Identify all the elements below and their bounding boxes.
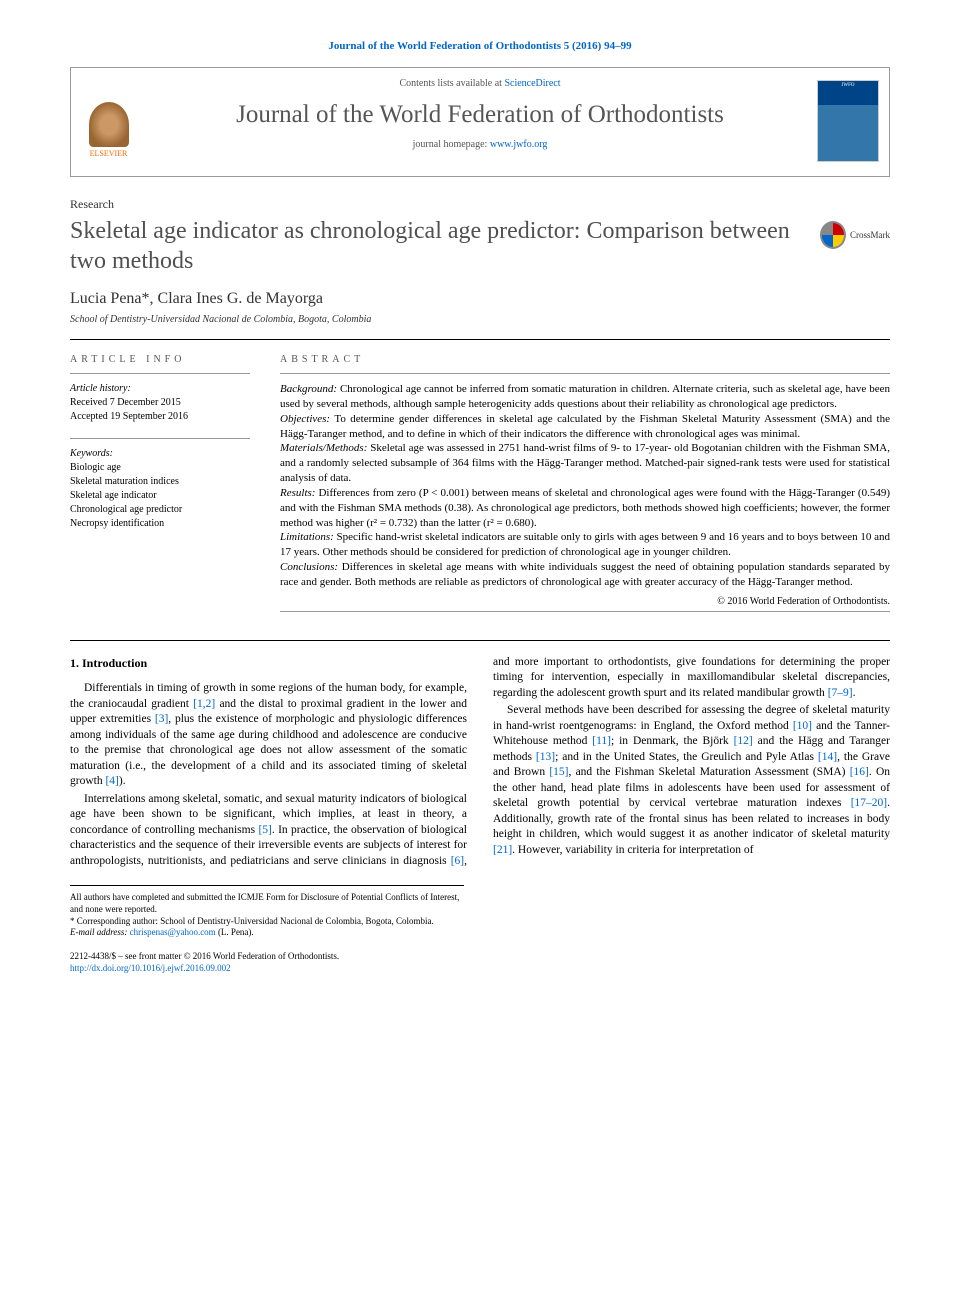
limitations-text: Specific hand-wrist skeletal indicators … (280, 531, 890, 558)
abstract-heading: ABSTRACT (280, 354, 890, 365)
journal-homepage-line: journal homepage: www.jwfo.org (86, 139, 874, 150)
corresponding-author-note: * Corresponding author: School of Dentis… (70, 916, 464, 928)
email-suffix: (L. Pena). (216, 927, 254, 937)
body-text-span: , and the Fishman Skeletal Maturation As… (569, 766, 850, 778)
body-paragraph: Several methods have been described for … (493, 703, 890, 858)
homepage-prefix: journal homepage: (413, 139, 490, 150)
ref-link[interactable]: [14] (818, 751, 837, 763)
ref-link[interactable]: [15] (549, 766, 568, 778)
ref-link[interactable]: [17–20] (851, 797, 887, 809)
copyright: © 2016 World Federation of Orthodontists… (280, 596, 890, 607)
publisher-name: ELSEVIER (90, 149, 128, 158)
ref-link[interactable]: [7–9] (828, 687, 853, 699)
divider (70, 640, 890, 641)
article-info-column: ARTICLE INFO Article history: Received 7… (70, 354, 250, 620)
keyword: Necropsy identification (70, 517, 250, 531)
body-text-span: ). (119, 775, 126, 787)
email-link[interactable]: chrispenas@yahoo.com (130, 927, 216, 937)
journal-header: ELSEVIER JWFO Contents lists available a… (70, 67, 890, 177)
keywords-block: Keywords: Biologic age Skeletal maturati… (70, 447, 250, 531)
cover-label: JWFO (841, 83, 854, 88)
introduction-heading: 1. Introduction (70, 655, 467, 671)
journal-reference: Journal of the World Federation of Ortho… (70, 40, 890, 52)
background-text: Chronological age cannot be inferred fro… (280, 383, 890, 410)
ref-link[interactable]: [16] (850, 766, 869, 778)
contents-lists-line: Contents lists available at ScienceDirec… (86, 78, 874, 89)
history-title: Article history: (70, 382, 250, 396)
authors: Lucia Pena*, Clara Ines G. de Mayorga (70, 290, 890, 308)
section-label: Research (70, 197, 890, 212)
ref-link[interactable]: [6] (451, 855, 464, 867)
body-text-span: . (853, 687, 856, 699)
body-text-span: ; in Denmark, the Björk (611, 735, 734, 747)
issn-line: 2212-4438/$ – see front matter © 2016 Wo… (70, 951, 890, 963)
crossmark-badge[interactable]: CrossMark (820, 221, 890, 249)
thin-divider (280, 373, 890, 374)
keywords-title: Keywords: (70, 447, 250, 461)
results-label: Results: (280, 487, 315, 499)
objectives-label: Objectives: (280, 413, 330, 425)
article-title: Skeletal age indicator as chronological … (70, 216, 800, 276)
accepted-date: Accepted 19 September 2016 (70, 410, 250, 424)
keyword: Chronological age predictor (70, 503, 250, 517)
conclusions-text: Differences in skeletal age means with w… (280, 561, 890, 588)
methods-text: Skeletal age was assessed in 2751 hand-w… (280, 442, 890, 484)
objectives-text: To determine gender differences in skele… (280, 413, 890, 440)
results-text: Differences from zero (P < 0.001) betwee… (280, 487, 890, 529)
homepage-link[interactable]: www.jwfo.org (490, 139, 548, 150)
abstract-column: ABSTRACT Background: Chronological age c… (280, 354, 890, 620)
crossmark-text: CrossMark (850, 230, 890, 240)
article-history: Article history: Received 7 December 201… (70, 382, 250, 424)
affiliation: School of Dentistry-Universidad Nacional… (70, 314, 890, 325)
thin-divider (70, 438, 250, 439)
page-footer: 2212-4438/$ – see front matter © 2016 Wo… (70, 951, 890, 974)
thin-divider (70, 373, 250, 374)
sciencedirect-link[interactable]: ScienceDirect (504, 78, 560, 89)
ref-link[interactable]: [1,2] (193, 698, 215, 710)
article-info-heading: ARTICLE INFO (70, 354, 250, 365)
ref-link[interactable]: [10] (793, 720, 812, 732)
disclosure-note: All authors have completed and submitted… (70, 892, 464, 915)
ref-link[interactable]: [3] (155, 713, 168, 725)
received-date: Received 7 December 2015 (70, 396, 250, 410)
ref-link[interactable]: [4] (105, 775, 118, 787)
doi-link[interactable]: http://dx.doi.org/10.1016/j.ejwf.2016.09… (70, 963, 231, 973)
abstract-text: Background: Chronological age cannot be … (280, 382, 890, 590)
ref-link[interactable]: [12] (734, 735, 753, 747)
crossmark-icon (820, 221, 846, 249)
email-line: E-mail address: chrispenas@yahoo.com (L.… (70, 927, 464, 939)
footnotes: All authors have completed and submitted… (70, 885, 464, 939)
keyword: Biologic age (70, 461, 250, 475)
keyword: Skeletal age indicator (70, 489, 250, 503)
journal-title: Journal of the World Federation of Ortho… (86, 101, 874, 129)
elsevier-logo: ELSEVIER (81, 88, 136, 158)
thin-divider (280, 611, 890, 612)
ref-link[interactable]: [13] (536, 751, 555, 763)
elsevier-tree-icon (89, 102, 129, 147)
contents-prefix: Contents lists available at (399, 78, 504, 89)
methods-label: Materials/Methods: (280, 442, 367, 454)
limitations-label: Limitations: (280, 531, 334, 543)
conclusions-label: Conclusions: (280, 561, 338, 573)
divider (70, 339, 890, 340)
ref-link[interactable]: [5] (258, 824, 271, 836)
body-text-span: ; and in the United States, the Greulich… (555, 751, 818, 763)
body-text-span: . However, variability in criteria for i… (512, 844, 753, 856)
body-text: 1. Introduction Differentials in timing … (70, 655, 890, 869)
ref-link[interactable]: [11] (592, 735, 611, 747)
body-paragraph: Differentials in timing of growth in som… (70, 681, 467, 790)
background-label: Background: (280, 383, 337, 395)
email-label: E-mail address: (70, 927, 130, 937)
keyword: Skeletal maturation indices (70, 475, 250, 489)
ref-link[interactable]: [21] (493, 844, 512, 856)
journal-cover-thumbnail: JWFO (817, 80, 879, 162)
